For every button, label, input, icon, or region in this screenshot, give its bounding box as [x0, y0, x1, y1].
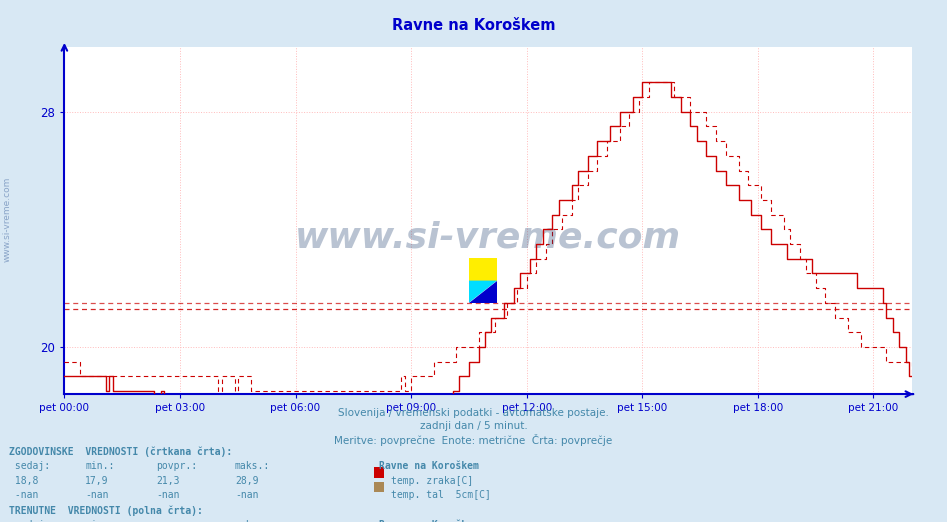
Text: 21,3: 21,3: [156, 476, 180, 485]
Text: temp. tal  5cm[C]: temp. tal 5cm[C]: [391, 490, 491, 500]
Polygon shape: [469, 281, 497, 303]
Bar: [469, 258, 497, 281]
Text: TRENUTNE  VREDNOSTI (polna črta):: TRENUTNE VREDNOSTI (polna črta):: [9, 506, 204, 516]
Text: min.:: min.:: [85, 520, 115, 522]
Polygon shape: [469, 281, 497, 303]
Text: -nan: -nan: [9, 490, 39, 500]
Text: www.si-vreme.com: www.si-vreme.com: [295, 221, 681, 255]
Text: -nan: -nan: [235, 490, 259, 500]
Text: -nan: -nan: [85, 490, 109, 500]
Text: povpr.:: povpr.:: [156, 461, 197, 471]
Text: ZGODOVINSKE  VREDNOSTI (črtkana črta):: ZGODOVINSKE VREDNOSTI (črtkana črta):: [9, 446, 233, 457]
Text: Ravne na Koroškem: Ravne na Koroškem: [379, 461, 478, 471]
Text: maks.:: maks.:: [235, 520, 270, 522]
Text: sedaj:: sedaj:: [9, 461, 50, 471]
Text: Meritve: povprečne  Enote: metrične  Črta: povprečje: Meritve: povprečne Enote: metrične Črta:…: [334, 434, 613, 446]
Text: 18,8: 18,8: [9, 476, 39, 485]
Text: -nan: -nan: [156, 490, 180, 500]
Text: 17,9: 17,9: [85, 476, 109, 485]
Text: www.si-vreme.com: www.si-vreme.com: [3, 176, 12, 262]
Text: povpr.:: povpr.:: [156, 520, 197, 522]
Text: Slovenija / vremenski podatki - avtomatske postaje.: Slovenija / vremenski podatki - avtomats…: [338, 408, 609, 418]
Text: 28,9: 28,9: [235, 476, 259, 485]
Text: zadnji dan / 5 minut.: zadnji dan / 5 minut.: [420, 421, 527, 431]
Text: Ravne na Koroškem: Ravne na Koroškem: [379, 520, 478, 522]
Text: sedaj:: sedaj:: [9, 520, 50, 522]
Text: temp. zraka[C]: temp. zraka[C]: [391, 476, 474, 485]
Text: Ravne na Koroškem: Ravne na Koroškem: [392, 18, 555, 33]
Text: min.:: min.:: [85, 461, 115, 471]
Text: maks.:: maks.:: [235, 461, 270, 471]
